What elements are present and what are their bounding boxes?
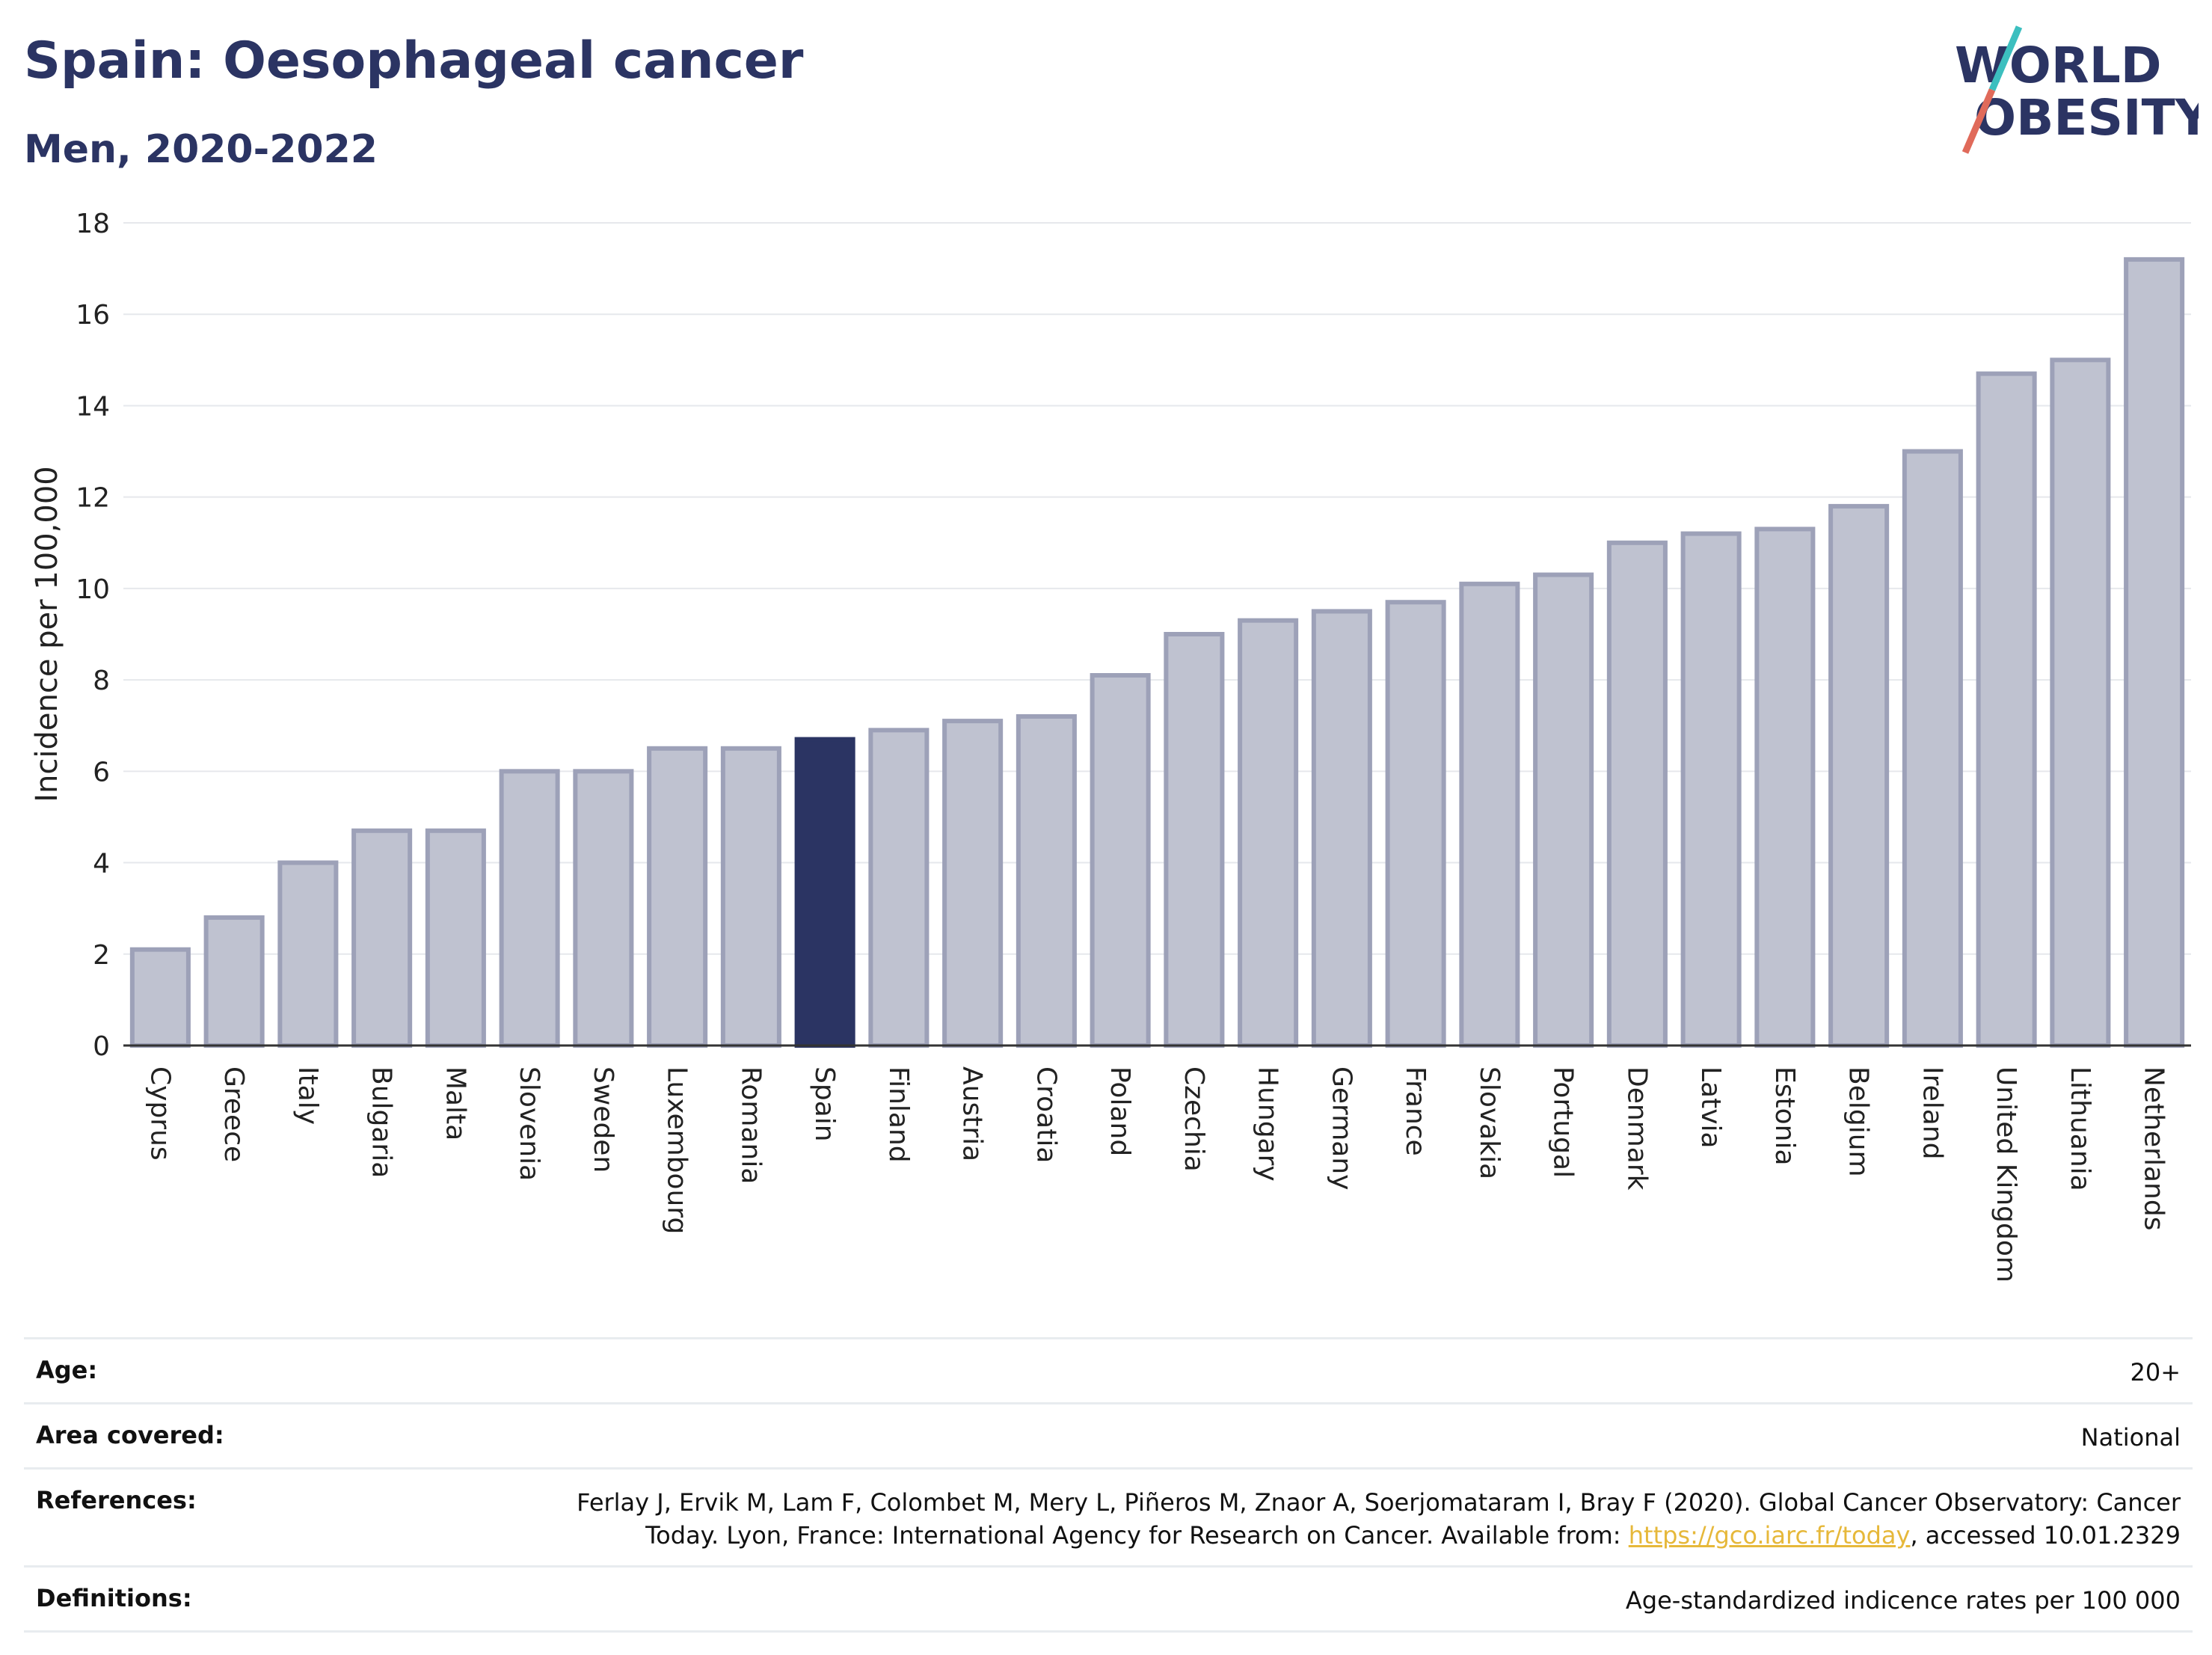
references-text-1: Ferlay J, Ervik M, Lam F, Colombet M, Me… xyxy=(577,1488,2181,1550)
y-tick-label: 18 xyxy=(76,209,110,239)
x-tick-label: Greece xyxy=(218,1066,249,1162)
x-tick-label: Italy xyxy=(292,1066,323,1125)
y-tick-label: 4 xyxy=(93,849,110,879)
x-tick-label: Ireland xyxy=(1917,1066,1947,1160)
bar-luxembourg xyxy=(647,746,708,1048)
bar-netherlands xyxy=(2124,257,2185,1048)
definitions-label: Definitions: xyxy=(36,1584,192,1612)
references-label: References: xyxy=(36,1486,197,1514)
bar-slovakia xyxy=(1459,581,1520,1048)
references-value: Ferlay J, Ervik M, Lam F, Colombet M, Me… xyxy=(535,1486,2181,1552)
y-tick-label: 2 xyxy=(93,940,110,971)
x-tick-label: France xyxy=(1400,1066,1431,1156)
references-text-2: , accessed 10.01.2329 xyxy=(1910,1521,2181,1550)
y-tick-label: 0 xyxy=(93,1031,110,1062)
info-row-area: Area covered: National xyxy=(24,1402,2193,1467)
area-label: Area covered: xyxy=(36,1421,224,1449)
y-tick-labels: 0 2 4 6 8 10 12 14 16 18 xyxy=(76,209,110,1062)
bar-italy xyxy=(277,860,339,1048)
age-label: Age: xyxy=(36,1356,98,1384)
x-tick-label: Malta xyxy=(440,1066,470,1140)
x-tick-label: Belgium xyxy=(1843,1066,1874,1177)
x-tick-label: Spain xyxy=(809,1066,840,1142)
x-tick-label: Cyprus xyxy=(144,1066,175,1161)
bar-lithuania xyxy=(2050,357,2111,1048)
y-tick-label: 8 xyxy=(93,666,110,696)
world-obesity-logo: WORLD OBESITY xyxy=(1955,25,2199,154)
bar-chart: 0 2 4 6 8 10 12 14 16 18 Cyprus Greece Italy Bulgari… xyxy=(30,209,2191,1283)
x-tick-label: Austria xyxy=(957,1066,988,1161)
bar-ireland xyxy=(1902,449,1963,1048)
bar-greece xyxy=(203,915,265,1048)
bar-austria xyxy=(942,719,1004,1048)
bar-united-kingdom xyxy=(1976,371,2037,1048)
x-tick-label: Slovakia xyxy=(1474,1066,1505,1179)
bar-denmark xyxy=(1606,540,1668,1048)
bar-germany xyxy=(1311,609,1372,1048)
bar-bulgaria xyxy=(351,828,413,1048)
bar-slovenia xyxy=(499,769,560,1048)
y-tick-label: 16 xyxy=(76,300,110,331)
x-tick-label: Romania xyxy=(735,1066,766,1184)
bar-belgium xyxy=(1828,503,1890,1048)
x-tick-label: Germany xyxy=(1326,1066,1357,1190)
info-row-references: References: Ferlay J, Ervik M, Lam F, Co… xyxy=(24,1467,2193,1565)
x-tick-label: Luxembourg xyxy=(662,1066,692,1234)
x-tick-label: Hungary xyxy=(1253,1066,1283,1182)
x-tick-label: Netherlands xyxy=(2139,1066,2169,1230)
info-table: Age: 20+ Area covered: National Referenc… xyxy=(24,1337,2193,1633)
y-axis-label: Incidence per 100,000 xyxy=(30,466,64,802)
logo-slash-red xyxy=(1961,88,1996,154)
bar-estonia xyxy=(1754,526,1816,1048)
age-value: 20+ xyxy=(2130,1358,2181,1387)
x-tick-label: Slovenia xyxy=(514,1066,544,1181)
bar-spain xyxy=(794,737,855,1048)
logo-line1: WORLD xyxy=(1955,37,2162,94)
chart-subtitle: Men, 2020-2022 xyxy=(24,127,378,172)
bar-romania xyxy=(720,746,781,1048)
x-tick-label: United Kingdom xyxy=(1991,1066,2021,1283)
bar-croatia xyxy=(1016,714,1077,1048)
x-tick-label: Bulgaria xyxy=(366,1066,397,1178)
y-tick-label: 6 xyxy=(93,757,110,787)
chart-title: Spain: Oesophageal cancer xyxy=(24,31,804,90)
bar-czechia xyxy=(1164,632,1225,1048)
bar-hungary xyxy=(1238,618,1299,1048)
bar-sweden xyxy=(573,769,634,1048)
x-tick-labels: Cyprus Greece Italy Bulgaria Malta Slovenia Sw… xyxy=(144,1066,2169,1283)
bar-france xyxy=(1385,600,1446,1048)
bar-cyprus xyxy=(129,947,191,1048)
logo-slash-teal xyxy=(1988,25,2023,91)
info-row-age: Age: 20+ xyxy=(24,1337,2193,1402)
x-tick-label: Lithuania xyxy=(2065,1066,2095,1191)
x-tick-label: Poland xyxy=(1105,1066,1135,1156)
logo-line2: OBESITY xyxy=(1974,89,2199,147)
bar-finland xyxy=(868,728,930,1048)
y-tick-label: 14 xyxy=(76,391,110,422)
x-tick-label: Sweden xyxy=(588,1066,618,1173)
x-tick-label: Portugal xyxy=(1548,1066,1579,1178)
bars xyxy=(129,257,2185,1048)
area-value: National xyxy=(2080,1423,2181,1452)
y-tick-label: 10 xyxy=(76,574,110,605)
x-tick-label: Estonia xyxy=(1769,1066,1800,1166)
x-tick-label: Finland xyxy=(883,1066,914,1163)
y-tick-label: 12 xyxy=(76,483,110,514)
bar-malta xyxy=(425,828,486,1048)
references-link[interactable]: https://gco.iarc.fr/today xyxy=(1628,1521,1911,1550)
x-tick-label: Croatia xyxy=(1030,1066,1061,1163)
bar-poland xyxy=(1090,673,1151,1048)
bar-portugal xyxy=(1533,572,1594,1048)
definitions-value: Age-standardized indicence rates per 100… xyxy=(1625,1586,2181,1615)
x-tick-label: Denmark xyxy=(1621,1066,1652,1191)
bar-latvia xyxy=(1680,531,1742,1048)
info-row-definitions: Definitions: Age-standardized indicence … xyxy=(24,1565,2193,1633)
x-tick-label: Latvia xyxy=(1695,1066,1726,1149)
x-tick-label: Czechia xyxy=(1179,1066,1209,1172)
